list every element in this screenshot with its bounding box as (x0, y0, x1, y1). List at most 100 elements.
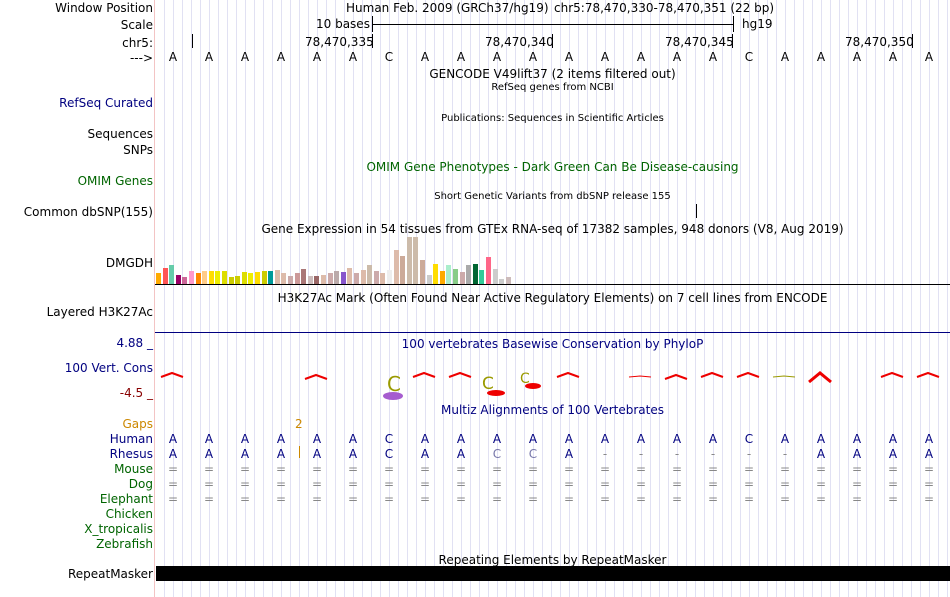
chromosome-label[interactable]: chr5: (122, 36, 153, 50)
gtex-tissue-bar[interactable] (222, 271, 227, 284)
alignment-base: = (923, 462, 935, 476)
gtex-tissue-bar[interactable] (156, 273, 161, 284)
dbsnp-variant[interactable] (696, 204, 697, 218)
gtex-tissue-bar[interactable] (479, 270, 485, 284)
gtex-tissue-bar[interactable] (420, 260, 425, 284)
gtex-tissue-bar[interactable] (301, 269, 307, 284)
gtex-tissue-bar[interactable] (499, 279, 505, 284)
gtex-tissue-bar[interactable] (347, 268, 353, 284)
ruler-tick (552, 34, 553, 48)
gtex-tissue-bar[interactable] (235, 276, 241, 284)
gtex-tissue-bar[interactable] (360, 270, 366, 284)
gtex-tissue-bar[interactable] (268, 271, 274, 284)
dbsnp-track-label[interactable]: Common dbSNP(155) (23, 205, 153, 219)
grid-line (695, 0, 696, 597)
alignment-base: = (455, 477, 467, 491)
gtex-tissue-bar[interactable] (459, 272, 465, 284)
gtex-tissue-bar[interactable] (387, 270, 392, 284)
gtex-tissue-bar[interactable] (215, 271, 221, 284)
gtex-tissue-bar[interactable] (439, 271, 445, 284)
gtex-tissue-bar[interactable] (241, 272, 247, 284)
grid-line (614, 0, 615, 597)
gtex-tissue-bar[interactable] (208, 271, 214, 284)
gtex-tissue-bar[interactable] (327, 273, 333, 284)
gtex-tissue-bar[interactable] (169, 265, 175, 284)
gtex-tissue-bar[interactable] (486, 257, 491, 284)
repeatmasker-element[interactable] (156, 566, 950, 581)
alignment-base: = (635, 462, 647, 476)
grid-line (362, 0, 363, 597)
gtex-tissue-bar[interactable] (281, 273, 287, 284)
alignment-base: A (888, 432, 898, 446)
grid-line (389, 0, 390, 597)
gtex-tissue-bar[interactable] (472, 264, 478, 284)
gtex-tissue-bar[interactable] (248, 273, 254, 284)
species-label[interactable]: Chicken (105, 507, 153, 521)
alignment-base: A (276, 432, 286, 446)
gtex-tissue-bar[interactable] (492, 269, 498, 284)
species-label[interactable]: Human (109, 432, 153, 446)
gtex-tissue-bar[interactable] (175, 275, 181, 284)
gtex-tissue-bar[interactable] (314, 276, 320, 284)
gtex-tissue-bar[interactable] (162, 268, 168, 284)
gtex-tissue-bar[interactable] (354, 273, 359, 284)
species-label[interactable]: Zebrafish (96, 537, 153, 551)
gtex-gene-label[interactable]: DMGDH (105, 256, 153, 270)
gtex-tissue-bar[interactable] (228, 277, 234, 284)
h3k27ac-track-title: H3K27Ac Mark (Often Found Near Active Re… (277, 291, 828, 305)
alignment-base: A (348, 432, 358, 446)
gtex-tissue-bar[interactable] (288, 276, 293, 284)
gtex-tissue-bar[interactable] (182, 277, 188, 284)
alignment-base: C (492, 447, 502, 461)
grid-line (947, 0, 948, 597)
gtex-tissue-bar[interactable] (195, 273, 201, 284)
gtex-tissue-bar[interactable] (505, 277, 511, 284)
gtex-tissue-bar[interactable] (340, 272, 346, 284)
dna-base: A (348, 50, 358, 64)
gtex-tissue-bar[interactable] (367, 265, 373, 284)
gtex-tissue-bar[interactable] (413, 237, 419, 284)
gtex-tissue-bar[interactable] (261, 271, 267, 284)
gtex-tissue-bar[interactable] (321, 275, 326, 284)
gtex-tissue-bar[interactable] (433, 264, 439, 284)
gtex-tissue-bar[interactable] (400, 256, 406, 284)
conservation-track-label[interactable]: 100 Vert. Cons (64, 361, 153, 375)
gtex-tissue-bar[interactable] (274, 270, 280, 284)
alignment-base: = (203, 462, 215, 476)
gtex-tissue-bar[interactable] (334, 271, 340, 284)
repeatmasker-track-label[interactable]: RepeatMasker (67, 567, 153, 581)
alignment-base: = (491, 462, 503, 476)
gtex-tissue-bar[interactable] (373, 271, 379, 284)
species-label[interactable]: Rhesus (109, 447, 153, 461)
gtex-tissue-bar[interactable] (255, 272, 260, 284)
gtex-tissue-bar[interactable] (202, 271, 208, 284)
gtex-tissue-bar[interactable] (426, 275, 432, 284)
gtex-expression-bars[interactable] (156, 236, 556, 284)
gtex-tissue-bar[interactable] (466, 265, 472, 284)
window-position-label: Window Position (55, 1, 153, 15)
species-label[interactable]: Mouse (114, 462, 153, 476)
species-label[interactable]: X_tropicalis (84, 522, 153, 536)
grid-line (290, 0, 291, 597)
gtex-tissue-bar[interactable] (446, 265, 452, 284)
ruler-tick (732, 34, 733, 48)
gtex-tissue-bar[interactable] (307, 276, 313, 284)
grid-line (875, 0, 876, 597)
gtex-tissue-bar[interactable] (294, 273, 300, 284)
alignment-base: = (527, 492, 539, 506)
gap-marker (299, 446, 300, 458)
grid-line (551, 0, 552, 597)
species-label[interactable]: Elephant (99, 492, 153, 506)
h3k27ac-track-label[interactable]: Layered H3K27Ac (46, 305, 153, 319)
gtex-tissue-bar[interactable] (393, 250, 399, 284)
gtex-tissue-bar[interactable] (406, 237, 412, 284)
window-coordinates[interactable]: chr5:78,470,330-78,470,351 (22 bp) (554, 1, 775, 15)
species-label[interactable]: Dog (128, 477, 153, 491)
gtex-tissue-bar[interactable] (380, 273, 386, 284)
gtex-tissue-bar[interactable] (453, 269, 458, 284)
refseq-track-label[interactable]: RefSeq Curated (59, 96, 153, 110)
grid-line (794, 0, 795, 597)
omim-track-label[interactable]: OMIM Genes (77, 174, 153, 188)
gtex-tissue-bar[interactable] (189, 271, 194, 284)
gencode-track-title[interactable]: GENCODE V49lift37 (2 items filtered out) (429, 67, 676, 81)
